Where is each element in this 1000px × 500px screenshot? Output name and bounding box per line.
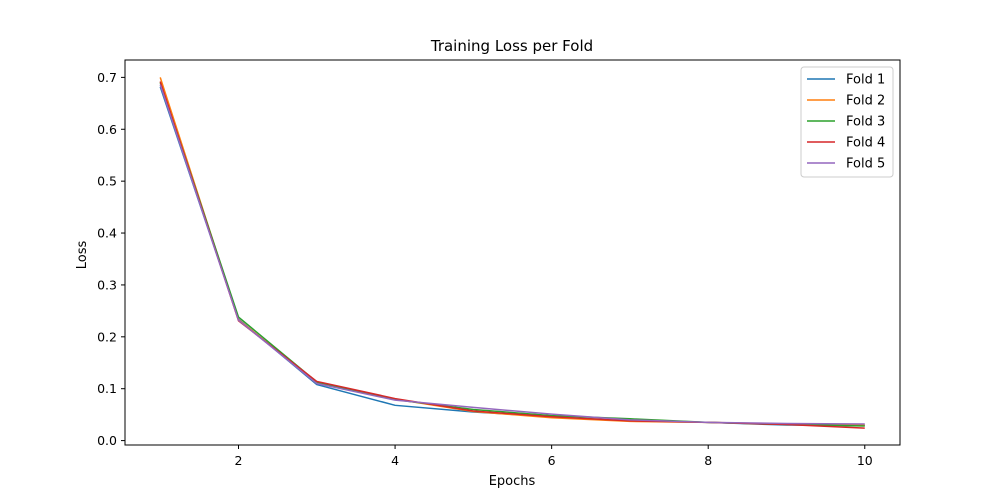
y-tick-label: 0.2 bbox=[97, 329, 117, 344]
series-line-fold-2 bbox=[159, 77, 865, 426]
y-tick-label: 0.4 bbox=[97, 226, 117, 241]
x-axis: 2 4 6 8 10 bbox=[235, 445, 873, 468]
series-line-fold-1 bbox=[159, 86, 865, 427]
legend-label-fold-5: Fold 5 bbox=[846, 157, 885, 172]
legend-box bbox=[800, 66, 894, 178]
series-line-fold-5 bbox=[159, 84, 865, 425]
legend-label-fold-3: Fold 3 bbox=[846, 115, 885, 130]
x-axis-label: Epochs bbox=[489, 474, 536, 489]
x-tick-label: 4 bbox=[391, 453, 399, 468]
legend-label-fold-2: Fold 2 bbox=[846, 94, 885, 109]
series-line-fold-3 bbox=[159, 82, 865, 427]
x-tick-label: 6 bbox=[548, 453, 556, 468]
series-line-fold-4 bbox=[159, 81, 865, 429]
legend-label-fold-1: Fold 1 bbox=[846, 73, 885, 88]
chart-title: Training Loss per Fold bbox=[430, 37, 593, 55]
axes-frame bbox=[124, 59, 901, 446]
y-tick-label: 0.1 bbox=[97, 381, 117, 396]
y-axis: 0.0 0.1 0.2 0.3 0.4 0.5 0.6 0.7 bbox=[97, 70, 125, 448]
legend: Fold 1 Fold 2 Fold 3 Fold 4 Fold 5 bbox=[800, 66, 894, 178]
y-tick-label: 0.0 bbox=[97, 433, 117, 448]
x-tick-label: 8 bbox=[704, 453, 712, 468]
y-tick-label: 0.3 bbox=[97, 277, 117, 292]
y-tick-label: 0.6 bbox=[97, 122, 117, 137]
legend-label-fold-4: Fold 4 bbox=[846, 136, 885, 151]
plot-area bbox=[159, 77, 865, 429]
y-tick-label: 0.5 bbox=[97, 174, 117, 189]
y-tick-label: 0.7 bbox=[97, 70, 117, 85]
x-tick-label: 2 bbox=[235, 453, 243, 468]
y-axis-label: Loss bbox=[75, 241, 90, 270]
x-tick-label: 10 bbox=[857, 453, 873, 468]
